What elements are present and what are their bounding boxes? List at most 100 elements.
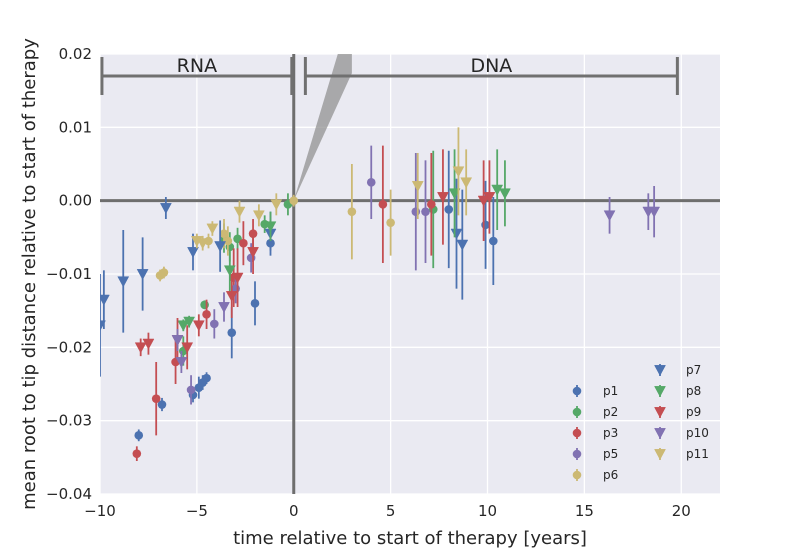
data-point — [192, 320, 205, 332]
data-point — [437, 192, 449, 204]
series-p11 — [190, 127, 473, 251]
data-point — [155, 271, 165, 280]
data-point — [477, 195, 490, 207]
data-point — [347, 207, 357, 216]
legend-label: p6 — [603, 468, 618, 482]
rna-period-label: RNA — [177, 55, 217, 77]
reference-lines — [100, 54, 720, 494]
legend-marker — [572, 386, 582, 396]
data-point — [452, 166, 465, 178]
data-point — [603, 210, 616, 222]
series-p1 — [134, 150, 498, 442]
legend-marker — [654, 386, 666, 398]
x-tick-label: −10 — [84, 502, 116, 520]
legend-entry-p5: p5 — [572, 447, 618, 461]
data-point — [378, 200, 388, 209]
legend-marker — [654, 407, 666, 419]
y-tick-label: 0.00 — [59, 192, 92, 210]
data-point — [175, 357, 188, 369]
data-point — [151, 394, 161, 403]
data-point — [225, 291, 238, 303]
data-point — [100, 320, 106, 332]
legend-marker — [572, 449, 582, 459]
data-point — [136, 269, 149, 281]
data-point — [386, 218, 395, 227]
legend-label: p3 — [603, 426, 618, 440]
data-point — [202, 373, 211, 383]
data-point — [239, 238, 248, 248]
legend-entry-p7: p7 — [654, 363, 701, 377]
data-point — [132, 449, 142, 458]
legend-label: p1 — [603, 384, 618, 398]
legend-label: p8 — [686, 384, 701, 398]
legend: p1 p2 p3 p5 p6 p7 p8 p9 p10 p11 — [572, 363, 709, 482]
data-point — [117, 276, 130, 288]
data-point — [270, 199, 283, 211]
legend-entry-p2: p2 — [572, 405, 618, 419]
x-tick-label: 0 — [289, 502, 299, 520]
data-point — [456, 239, 469, 251]
y-axis-label: mean root to tip distance relative to st… — [19, 38, 40, 510]
x-tick-label: 20 — [672, 502, 691, 520]
series-p9 — [134, 149, 496, 370]
legend-entry-p3: p3 — [572, 426, 618, 440]
y-tick-label: 0.01 — [59, 118, 92, 136]
legend-entry-p9: p9 — [654, 405, 701, 419]
legend-marker — [654, 428, 666, 440]
legend-label: p10 — [686, 426, 709, 440]
series-p10 — [171, 186, 661, 373]
period-annotations: RNA DNA — [100, 55, 679, 95]
x-axis-label: time relative to start of therapy [years… — [233, 528, 587, 549]
y-tick-label: −0.02 — [46, 338, 92, 356]
data-point — [223, 236, 233, 246]
data-point — [219, 229, 229, 238]
legend-marker — [654, 365, 666, 377]
legend-entry-p8: p8 — [654, 384, 701, 398]
data-point — [252, 210, 265, 222]
data-point — [177, 320, 190, 332]
series-p7 — [100, 178, 469, 377]
dna-period-label: DNA — [470, 55, 512, 77]
data-point — [100, 294, 110, 306]
x-tick-label: 10 — [478, 502, 497, 520]
series-p6 — [155, 164, 395, 282]
data-point — [206, 223, 219, 235]
data-point — [421, 207, 430, 216]
data-point — [444, 205, 454, 214]
x-tick-label: 5 — [386, 502, 396, 520]
data-point — [411, 207, 421, 216]
data-point — [200, 300, 209, 310]
data-point — [366, 178, 376, 187]
legend-label: p2 — [603, 405, 618, 419]
data-point — [181, 342, 194, 354]
data-point — [483, 192, 496, 204]
data-point — [202, 310, 211, 319]
data-point — [187, 247, 199, 259]
series-p8 — [177, 149, 511, 332]
data-point — [448, 188, 461, 200]
legend-marker — [572, 428, 582, 438]
data-point — [134, 342, 147, 354]
data-point — [427, 200, 436, 209]
tick-labels: −10 −5 0 5 10 15 20 −0.04 −0.03 −0.02 −0.01 0.00 0.0… — [46, 45, 691, 520]
x-tick-label: −5 — [186, 502, 208, 520]
data-point — [231, 272, 244, 284]
data-point — [223, 265, 236, 277]
legend-label: p9 — [686, 405, 701, 419]
data-point — [247, 247, 259, 259]
data-point — [159, 203, 172, 215]
legend-entry-p10: p10 — [654, 426, 709, 440]
data-point — [183, 316, 196, 328]
data-point — [157, 400, 167, 409]
legend-entry-p1: p1 — [572, 384, 618, 398]
legend-marker — [572, 470, 582, 480]
data-point — [134, 431, 144, 440]
data-point — [233, 206, 246, 218]
legend-label: p11 — [686, 447, 709, 461]
data-point — [289, 196, 299, 205]
data-point — [264, 221, 277, 233]
data-point — [171, 335, 184, 347]
x-tick-label: 15 — [575, 502, 594, 520]
data-point — [218, 302, 230, 314]
